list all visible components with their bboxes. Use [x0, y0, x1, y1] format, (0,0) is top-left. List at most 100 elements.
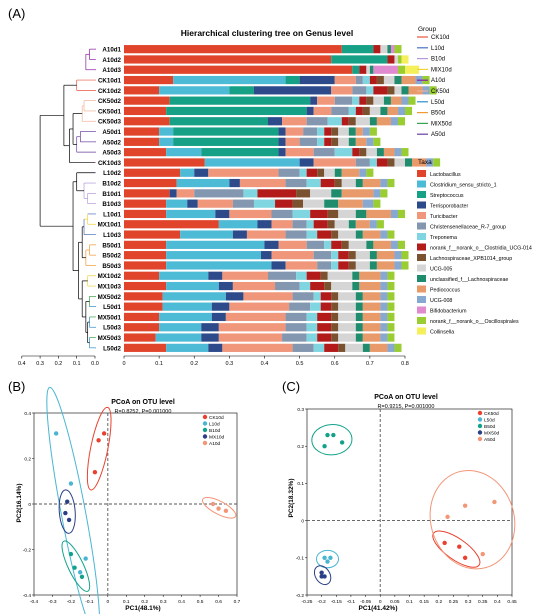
legend-marker	[202, 434, 208, 439]
bar-segment	[253, 199, 276, 208]
data-point	[63, 510, 68, 516]
x-tick-label: 0.8	[401, 361, 409, 367]
bar-segment	[324, 281, 332, 291]
legend-marker	[477, 436, 483, 442]
bar-segment	[376, 158, 388, 167]
bar-segment	[169, 117, 269, 126]
group-legend-label: A10d	[431, 78, 445, 84]
bar-segment	[159, 86, 230, 95]
bar-segment	[229, 178, 240, 188]
bar-segment	[303, 199, 325, 208]
data-point	[92, 469, 98, 475]
bar-segment	[359, 168, 367, 177]
bar-segment	[124, 199, 167, 208]
bar-segment	[124, 312, 160, 322]
taxa-legend-title: Taxa	[418, 159, 432, 166]
taxa-legend-swatch	[417, 275, 426, 282]
x-tick-label: 0.35	[478, 599, 488, 605]
confidence-ellipse	[315, 549, 340, 569]
bar-segment	[401, 251, 409, 260]
legend-marker	[477, 423, 483, 429]
bar-segment	[355, 220, 370, 229]
x-tick-label: 0.4	[178, 599, 185, 605]
bar-segment	[176, 178, 230, 188]
bar-segment	[166, 281, 219, 291]
bar-segment	[162, 292, 226, 301]
data-point	[462, 555, 468, 560]
bar-segment	[253, 86, 332, 95]
bar-segment	[359, 96, 367, 105]
sample-label: A50d1	[102, 129, 121, 136]
bar-segment	[369, 127, 377, 136]
bar-segment	[380, 333, 388, 342]
bar-segment	[369, 65, 374, 74]
confidence-ellipse	[201, 496, 237, 519]
x-tick-label: 0.2	[141, 599, 148, 605]
bar-segment	[394, 343, 402, 352]
bar-segment	[124, 65, 353, 74]
bar-segment	[390, 240, 398, 249]
bar-segment	[338, 251, 349, 260]
bar-segment	[197, 199, 233, 208]
bar-segment	[310, 281, 325, 291]
bar-segment	[366, 65, 370, 74]
bar-segment	[331, 281, 353, 291]
bar-segment	[355, 178, 363, 188]
bar-segment	[194, 168, 209, 177]
bar-segment	[306, 230, 318, 239]
bar-segment	[359, 271, 381, 280]
bar-segment	[222, 271, 269, 280]
bar-segment	[355, 251, 370, 260]
sample-label: L50d2	[103, 345, 121, 352]
bar-segment	[218, 323, 286, 332]
confidence-ellipse	[313, 565, 332, 586]
bar-segment	[338, 323, 356, 332]
bar-segment	[306, 271, 321, 280]
bar-segment	[362, 302, 381, 311]
x-tick-label: 0	[106, 599, 109, 605]
bar-segment	[352, 96, 360, 105]
data-point	[331, 432, 336, 438]
bar-segment	[124, 55, 332, 64]
y-tick-label: 0.4	[24, 411, 31, 417]
bar-segment	[124, 209, 167, 219]
data-point	[65, 499, 70, 504]
bar-segment	[387, 45, 391, 54]
bar-segment	[317, 230, 332, 239]
bar-segment	[306, 312, 318, 322]
bar-segment	[166, 343, 209, 352]
sample-label: MX10d2	[98, 273, 122, 280]
x-tick-label: 0.1	[123, 599, 130, 605]
confidence-ellipse	[86, 406, 112, 491]
bar-segment	[331, 240, 342, 249]
taxa-legend: Lactobacillus Clostridium_sensu_stricto_1…	[417, 170, 532, 336]
bar-segment	[331, 261, 339, 270]
confidence-ellipse	[432, 530, 481, 568]
taxa-legend-label: Collinsella	[430, 330, 454, 336]
sample-label: MX50d2	[98, 294, 122, 301]
bar-segment	[338, 137, 349, 146]
bar-segment	[239, 178, 286, 188]
y-tick-label: 0	[28, 502, 31, 508]
bar-segment	[348, 127, 356, 136]
legend-label: CK50d	[484, 411, 499, 417]
bar-segment	[331, 292, 339, 301]
bar-segment	[387, 55, 395, 64]
chart-b-xlabel: PC1(48.1%)	[125, 605, 160, 612]
x-tick-label: 0.6	[215, 599, 222, 605]
x-tick-label: 0.25	[449, 599, 459, 605]
x-tick-label: 0.3	[226, 361, 234, 367]
dendrogram	[39, 48, 96, 349]
bar-segment	[401, 261, 409, 270]
bar-segment	[390, 117, 398, 126]
dendrogram-axis: 0.4 0.3 0.2 0.1 0.0	[18, 355, 99, 367]
sample-label: A50d2	[102, 139, 121, 146]
taxa-legend-label: Streptococcus	[430, 193, 464, 199]
data-point	[462, 503, 468, 508]
x-tick-label: 0.5	[197, 599, 204, 605]
sample-label: A50d3	[102, 150, 121, 157]
bar-segment	[331, 312, 339, 322]
bar-segment	[299, 75, 335, 85]
sample-label: CK10d3	[98, 160, 122, 167]
bar-segment	[306, 333, 318, 342]
